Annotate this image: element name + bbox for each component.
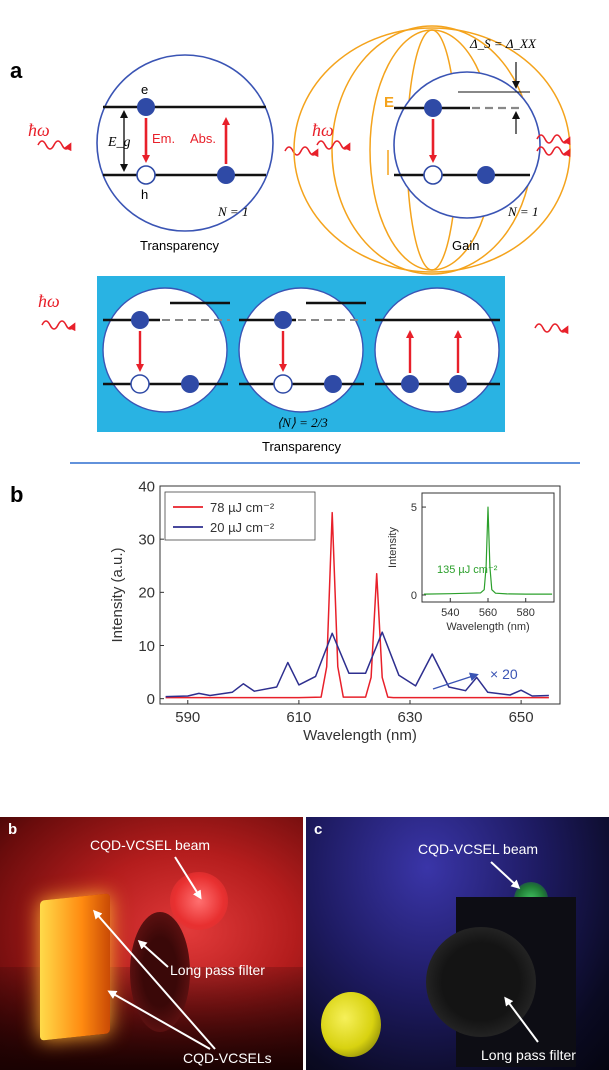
dot-outline xyxy=(96,54,274,232)
occupation-label-right: N = 1 xyxy=(507,204,538,219)
figure-canvas: a ħω e h E_g Em. Abs. N = 1 Transparency xyxy=(10,25,580,744)
shift-label: Δ_S = Δ_XX xyxy=(469,36,537,51)
electron-marker xyxy=(137,98,155,116)
device-label: CQD-VCSELs xyxy=(183,1050,272,1066)
ensemble-transparency: ħω ⟨N⟩ = 2/3 Transparency xyxy=(38,276,569,454)
ground-electron-marker xyxy=(217,166,235,184)
scale-arrow-icon xyxy=(432,672,479,690)
photon-energy-label-gain: ħω xyxy=(312,120,334,140)
x-tick-label: 560 xyxy=(479,607,497,619)
amplified-wave-2-icon xyxy=(536,146,571,158)
hole-marker-gain xyxy=(423,165,443,185)
legend-box xyxy=(164,491,316,541)
x-axis-label: Wavelength (nm) xyxy=(446,621,529,633)
dot-outline-gain xyxy=(393,71,541,219)
series-line-2 xyxy=(165,631,549,698)
series-line-1 xyxy=(423,506,553,595)
green-beam-label: CQD-VCSEL beam xyxy=(418,841,539,857)
gain-incident-wave-icon xyxy=(316,140,351,152)
transmitted-photon-wave-icon xyxy=(284,146,319,158)
filter-mount-green xyxy=(426,927,536,1037)
photo-b-label: b xyxy=(8,821,18,838)
emission-label: Em. xyxy=(152,131,175,146)
caption-transparency-top: Transparency xyxy=(140,238,219,253)
electron-marker-gain xyxy=(424,99,442,117)
ensemble-transmitted-wave-icon xyxy=(534,323,569,335)
y-tick-label: 20 xyxy=(138,585,155,602)
red-beam-label: CQD-VCSEL beam xyxy=(90,837,211,853)
inset-fluence-annotation: 135 µJ cm⁻² xyxy=(437,564,498,576)
caption-gain: Gain xyxy=(452,238,479,253)
red-filter-label: Long pass filter xyxy=(170,962,265,978)
photo-red-laser: b CQD-VCSEL beam Long pass filter CQD-VC… xyxy=(0,817,303,1070)
photo-strip: b CQD-VCSEL beam Long pass filter CQD-VC… xyxy=(0,817,609,1070)
incident-photon-wave-icon xyxy=(37,140,72,152)
series-line-1 xyxy=(165,511,549,699)
hole-marker xyxy=(136,165,156,185)
ground-electron-marker-gain xyxy=(477,166,495,184)
photon-energy-label-ensemble: ħω xyxy=(38,291,60,311)
occupation-label-left: N = 1 xyxy=(217,204,248,219)
red-beam-spot xyxy=(170,872,228,930)
x-tick-label: 610 xyxy=(286,709,311,726)
y-tick-label: 10 xyxy=(138,638,155,655)
photo-green-laser: c CQD-VCSEL beam Long pass filter xyxy=(306,817,609,1070)
filter-mount xyxy=(130,912,190,1032)
caption-transparency-bottom: Transparency xyxy=(262,439,341,454)
ensemble-dot-2 xyxy=(238,287,364,413)
amplified-wave-1-icon xyxy=(536,134,571,146)
x-axis-label: Wavelength (nm) xyxy=(303,727,417,744)
panel-a-label: a xyxy=(10,58,23,83)
scale-annotation: × 20 xyxy=(490,666,518,682)
quantum-dot-gain: ħω E Δ_S = Δ_XX N = 1 Gain xyxy=(293,25,571,275)
x-tick-label: 580 xyxy=(517,607,535,619)
y-tick-label: 5 xyxy=(411,502,417,514)
green-filter-label: Long pass filter xyxy=(481,1047,576,1063)
photon-energy-label: ħω xyxy=(28,120,50,140)
panel-b-label: b xyxy=(10,482,23,507)
x-tick-label: 650 xyxy=(509,709,534,726)
y-tick-label: 30 xyxy=(138,531,155,548)
quantum-dot-transparency: ħω e h E_g Em. Abs. N = 1 Transparency xyxy=(28,54,319,253)
y-tick-label: 40 xyxy=(138,478,155,495)
legend-label-2: 20 µJ cm⁻² xyxy=(210,520,275,535)
y-axis-label: Intensity xyxy=(387,527,399,568)
legend-label-1: 78 µJ cm⁻² xyxy=(210,500,275,515)
y-tick-label: 0 xyxy=(411,590,417,602)
right-photo-arrows xyxy=(490,861,539,1043)
left-photo-arrows xyxy=(93,856,216,1050)
hole-label: h xyxy=(141,187,148,202)
average-occupation-label: ⟨N⟩ = 2/3 xyxy=(277,415,328,430)
y-tick-label: 0 xyxy=(147,691,155,708)
field-label: E xyxy=(384,94,394,111)
ensemble-dot-3 xyxy=(374,287,500,413)
electron-label: e xyxy=(141,82,148,97)
gap-label: E_g xyxy=(107,135,131,150)
inset-spectrum-chart: 540 560 580 0 5 Wavelength (nm) Intensity xyxy=(387,492,555,633)
green-device xyxy=(321,992,381,1057)
x-tick-label: 540 xyxy=(441,607,459,619)
photo-c-label: c xyxy=(314,821,323,838)
absorption-label: Abs. xyxy=(190,131,216,146)
x-tick-label: 630 xyxy=(397,709,422,726)
ensemble-incident-wave-icon xyxy=(41,320,76,332)
x-tick-label: 590 xyxy=(175,709,200,726)
ensemble-dot-1 xyxy=(102,287,228,413)
y-axis-label: Intensity (a.u.) xyxy=(109,547,126,642)
